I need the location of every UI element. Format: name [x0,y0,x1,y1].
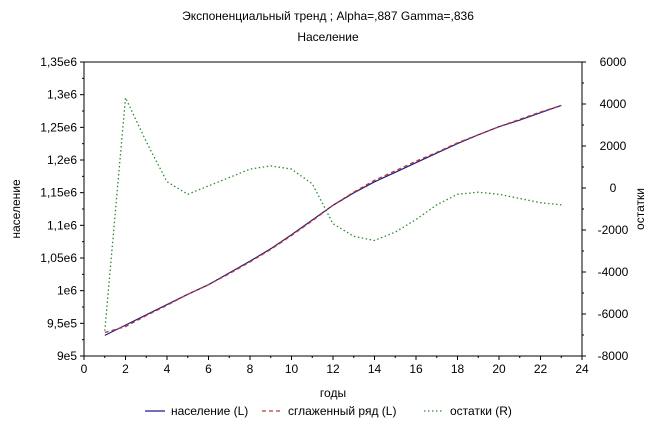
series-layer [104,95,562,336]
y-axis-right-title: остатки [633,188,647,230]
y-right-tick-label: -2000 [598,223,629,237]
y-left-tick-label: 9,5e5 [47,316,77,330]
x-tick-label: 8 [247,362,254,376]
x-tick-label: 22 [534,362,548,376]
y-axis-right: -8000 -6000 -4000 -2000 0 2000 4000 6000 [582,55,629,363]
y-left-tick-label: 1e6 [57,284,77,298]
y-left-tick-label: 1,2e6 [47,153,77,167]
series-line-2 [104,104,562,334]
legend: население (L) сглаженный ряд (L) остатки (… [145,404,512,418]
x-tick-label: 2 [122,362,129,376]
legend-label-2: сглаженный ряд (L) [288,404,396,418]
plot-area [83,61,583,357]
x-tick-label: 10 [285,362,299,376]
x-tick-label: 12 [326,362,340,376]
y-axis-left: 9e5 9,5e5 1e6 1,05e6 1,1e6 1,15e6 1,2e6 1,25e6 1… [40,55,84,363]
y-right-tick-label: 6000 [600,55,627,69]
x-tick-label: 18 [451,362,465,376]
y-left-tick-label: 1,3e6 [47,88,77,102]
y-axis-left-title: население [9,179,23,239]
legend-label-1: население (L) [171,404,248,418]
legend-label-3: остатки (R) [450,404,512,418]
series-line-1 [104,104,562,336]
x-tick-label: 0 [81,362,88,376]
y-right-tick-label: -4000 [598,265,629,279]
y-left-tick-label: 1,35e6 [40,55,77,69]
x-tick-label: 4 [164,362,171,376]
y-left-tick-label: 9e5 [57,349,77,363]
x-tick-label: 14 [368,362,382,376]
x-tick-label: 20 [492,362,506,376]
y-left-tick-label: 1,15e6 [40,186,77,200]
x-axis-title: годы [320,386,346,400]
y-right-tick-label: 2000 [600,139,627,153]
y-left-tick-label: 1,1e6 [47,218,77,232]
y-right-tick-label: 0 [610,181,617,195]
x-axis: 0 2 4 6 8 10 12 14 16 18 20 22 24 [81,356,589,376]
chart-subtitle: Население [297,30,359,44]
x-tick-label: 16 [409,362,423,376]
y-right-tick-label: -8000 [598,349,629,363]
y-right-tick-label: 4000 [600,97,627,111]
x-tick-label: 6 [205,362,212,376]
chart-title: Экспоненциальный тренд ; Alpha=,887 Gamm… [182,9,474,23]
series-line-3 [104,95,562,331]
x-tick-label: 24 [575,362,589,376]
y-left-tick-label: 1,25e6 [40,120,77,134]
y-left-tick-label: 1,05e6 [40,251,77,265]
y-right-tick-label: -6000 [598,307,629,321]
